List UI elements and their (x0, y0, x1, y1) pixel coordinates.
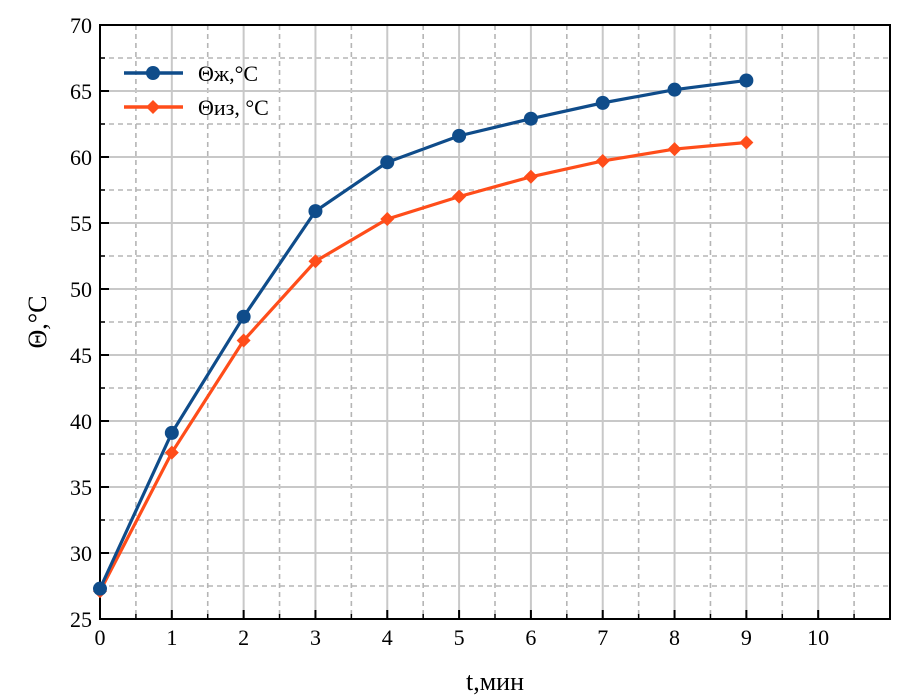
data-point (667, 142, 682, 157)
legend-label-1: Θиз, °C (198, 95, 269, 120)
grid (100, 25, 890, 619)
data-point (164, 425, 179, 440)
data-point (308, 254, 323, 269)
data-point (739, 135, 754, 150)
series-1 (93, 135, 754, 599)
x-tick-label: 3 (310, 625, 321, 650)
x-axis-label: t,мин (466, 667, 524, 696)
legend: Θж,°C Θиз, °C (124, 61, 269, 120)
legend-label-0: Θж,°C (198, 61, 258, 86)
legend-marker-0 (146, 66, 160, 80)
series-0 (93, 73, 754, 596)
y-tick-label: 35 (70, 475, 92, 500)
x-tick-label: 4 (382, 625, 393, 650)
data-point (452, 128, 467, 143)
x-tick-label: 7 (597, 625, 608, 650)
y-tick-label: 25 (70, 607, 92, 632)
y-tick-label: 70 (70, 13, 92, 38)
data-point (595, 153, 610, 168)
data-point (523, 111, 538, 126)
y-tick-label: 55 (70, 211, 92, 236)
x-tick-label: 1 (166, 625, 177, 650)
data-point (236, 333, 251, 348)
data-point (93, 581, 107, 596)
y-tick-label: 60 (70, 145, 92, 170)
data-point (164, 445, 179, 460)
x-tick-label: 9 (741, 625, 752, 650)
data-point (739, 73, 754, 88)
data-point (595, 95, 610, 110)
data-point (380, 212, 395, 227)
x-tick-label: 0 (95, 625, 106, 650)
data-point (308, 204, 323, 219)
data-point (523, 169, 538, 184)
y-tick-label: 45 (70, 343, 92, 368)
data-point (452, 189, 467, 204)
y-tick-label: 40 (70, 409, 92, 434)
data-point (236, 309, 251, 324)
y-axis-label: Θ,°C (23, 295, 52, 348)
y-tick-label: 50 (70, 277, 92, 302)
y-tick-label: 65 (70, 79, 92, 104)
x-tick-label: 6 (525, 625, 536, 650)
x-tick-label: 5 (454, 625, 465, 650)
legend-marker-1 (146, 100, 160, 114)
series-line (98, 140, 747, 593)
x-tick-label: 2 (238, 625, 249, 650)
data-point (380, 155, 395, 170)
x-tick-label: 10 (807, 625, 829, 650)
y-tick-label: 30 (70, 541, 92, 566)
series-line (98, 78, 747, 590)
data-point (667, 82, 682, 97)
x-tick-label: 8 (669, 625, 680, 650)
series-layer (93, 73, 754, 599)
